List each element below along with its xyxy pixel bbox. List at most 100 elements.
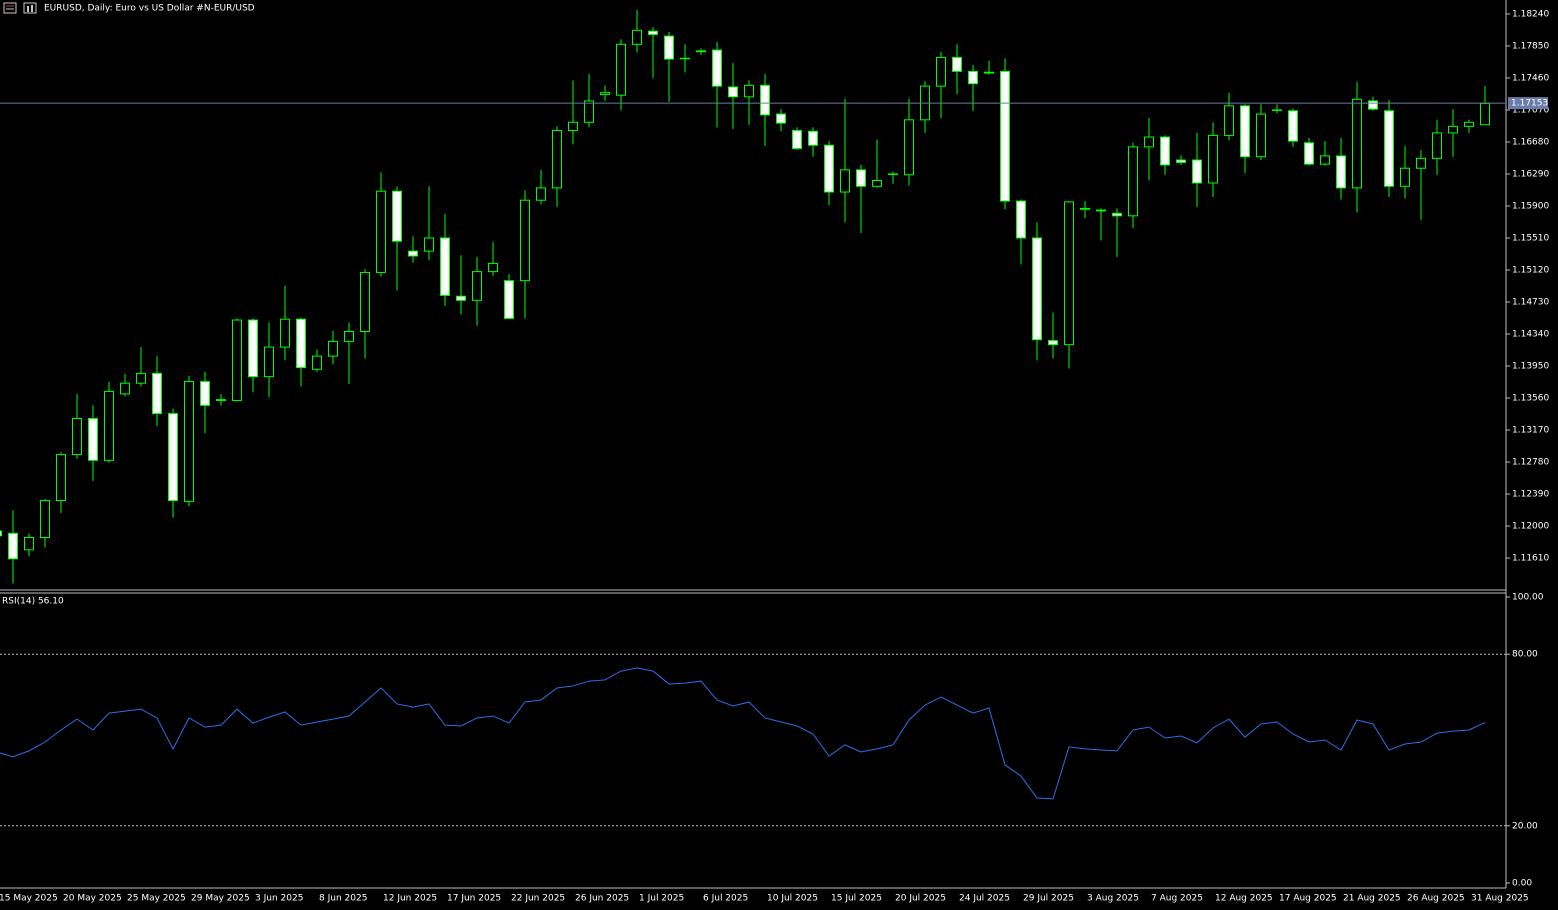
candle-body — [1192, 159, 1202, 184]
x-tick-label: 21 Aug 2025 — [1343, 894, 1401, 904]
candle-body — [440, 237, 450, 296]
candle-body — [296, 318, 306, 369]
candle-body — [536, 187, 546, 201]
candle-body — [1208, 134, 1218, 184]
candle-body — [1240, 105, 1250, 158]
candle-body — [600, 92, 610, 95]
current-price-label: 1.17153 — [1511, 99, 1548, 109]
x-tick-label: 8 Jun 2025 — [319, 894, 367, 904]
current-price-tag — [1508, 97, 1548, 110]
candle-body — [248, 319, 258, 378]
candle-body — [664, 35, 674, 60]
candle-body — [936, 56, 946, 87]
candle-body — [56, 454, 66, 502]
candle-body — [1464, 121, 1474, 127]
candle-body — [1288, 110, 1298, 142]
x-tick-label: 1 Jul 2025 — [639, 894, 684, 904]
candle-body — [872, 180, 882, 187]
y-tick-label: 1.17850 — [1512, 41, 1549, 51]
x-tick-label: 26 Aug 2025 — [1407, 894, 1465, 904]
x-tick-label: 12 Jun 2025 — [383, 894, 437, 904]
candle-body — [216, 399, 226, 401]
candle-body — [888, 173, 898, 175]
candle-body — [744, 84, 754, 98]
candle-body — [1384, 110, 1394, 187]
icon-bar — [31, 5, 33, 12]
candle-body — [1048, 340, 1058, 346]
candle-body — [584, 100, 594, 123]
x-tick-label: 20 Jul 2025 — [895, 894, 946, 904]
candle-body — [424, 237, 434, 252]
candle-body — [1000, 70, 1010, 202]
candle-body — [1128, 146, 1138, 217]
candle-body — [1096, 209, 1106, 212]
y-tick-label: 1.15120 — [1512, 265, 1549, 275]
candle-body — [952, 56, 962, 72]
candle-body — [1032, 237, 1042, 341]
x-tick-label: 29 May 2025 — [191, 894, 250, 904]
candle-body — [328, 340, 338, 357]
candle-body — [40, 500, 50, 538]
candle-body — [1176, 159, 1186, 163]
candle-body — [760, 84, 770, 116]
candle-body — [1144, 136, 1154, 148]
x-tick-label: 26 Jun 2025 — [575, 894, 629, 904]
candle-body — [504, 280, 514, 319]
candle-body — [456, 295, 466, 301]
icon-bar — [27, 6, 29, 12]
candle-body — [312, 355, 322, 370]
y-tick-label: 1.12780 — [1512, 457, 1549, 467]
candle-body — [776, 113, 786, 124]
candle-body — [1352, 98, 1362, 189]
x-tick-label: 3 Jun 2025 — [255, 894, 303, 904]
candle-body — [152, 372, 162, 415]
candle-body — [1448, 125, 1458, 134]
candle-body — [344, 331, 354, 342]
y-tick-label: 1.18240 — [1512, 9, 1549, 19]
y-tick-label: 1.15510 — [1512, 233, 1549, 243]
candle-body — [1400, 167, 1410, 187]
candle-body — [1368, 100, 1378, 110]
candle-body — [488, 262, 498, 273]
candle-body — [904, 119, 914, 176]
y-tick-label: 20.00 — [1512, 821, 1538, 831]
candle-body — [1416, 157, 1426, 169]
y-tick-label: 0.00 — [1512, 879, 1532, 889]
x-tick-label: 7 Aug 2025 — [1151, 894, 1203, 904]
candle-body — [648, 30, 658, 35]
y-tick-label: 100.00 — [1512, 593, 1544, 603]
candle-body — [712, 49, 722, 87]
y-tick-label: 1.13560 — [1512, 393, 1549, 403]
y-tick-label: 1.15900 — [1512, 201, 1549, 211]
candle-body — [984, 71, 994, 74]
x-tick-label: 20 May 2025 — [63, 894, 122, 904]
y-tick-label: 1.13950 — [1512, 361, 1549, 371]
candle-body — [184, 381, 194, 502]
x-tick-label: 15 May 2025 — [0, 894, 58, 904]
candle-body — [1016, 200, 1026, 239]
candle-body — [88, 417, 98, 461]
y-tick-label: 80.00 — [1512, 650, 1538, 660]
x-tick-label: 31 Aug 2025 — [1471, 894, 1529, 904]
candle-body — [856, 169, 866, 187]
candle-body — [824, 144, 834, 193]
candle-body — [616, 43, 626, 96]
candle-body — [1064, 201, 1074, 346]
y-tick-label: 1.12000 — [1512, 521, 1549, 531]
y-tick-label: 1.14730 — [1512, 297, 1549, 307]
candle-body — [1160, 136, 1170, 166]
candle-body — [632, 29, 642, 45]
candle-body — [1224, 105, 1234, 136]
candle-body — [728, 86, 738, 98]
rsi-line — [0, 667, 1486, 800]
y-tick-label: 1.16290 — [1512, 169, 1549, 179]
y-tick-label: 1.11610 — [1512, 553, 1549, 563]
candle-body — [120, 382, 130, 395]
candle-body — [968, 70, 978, 85]
candle-body — [1272, 109, 1282, 111]
candle-body — [168, 413, 178, 502]
candle-body — [280, 318, 290, 348]
y-tick-label: 1.12390 — [1512, 489, 1549, 499]
